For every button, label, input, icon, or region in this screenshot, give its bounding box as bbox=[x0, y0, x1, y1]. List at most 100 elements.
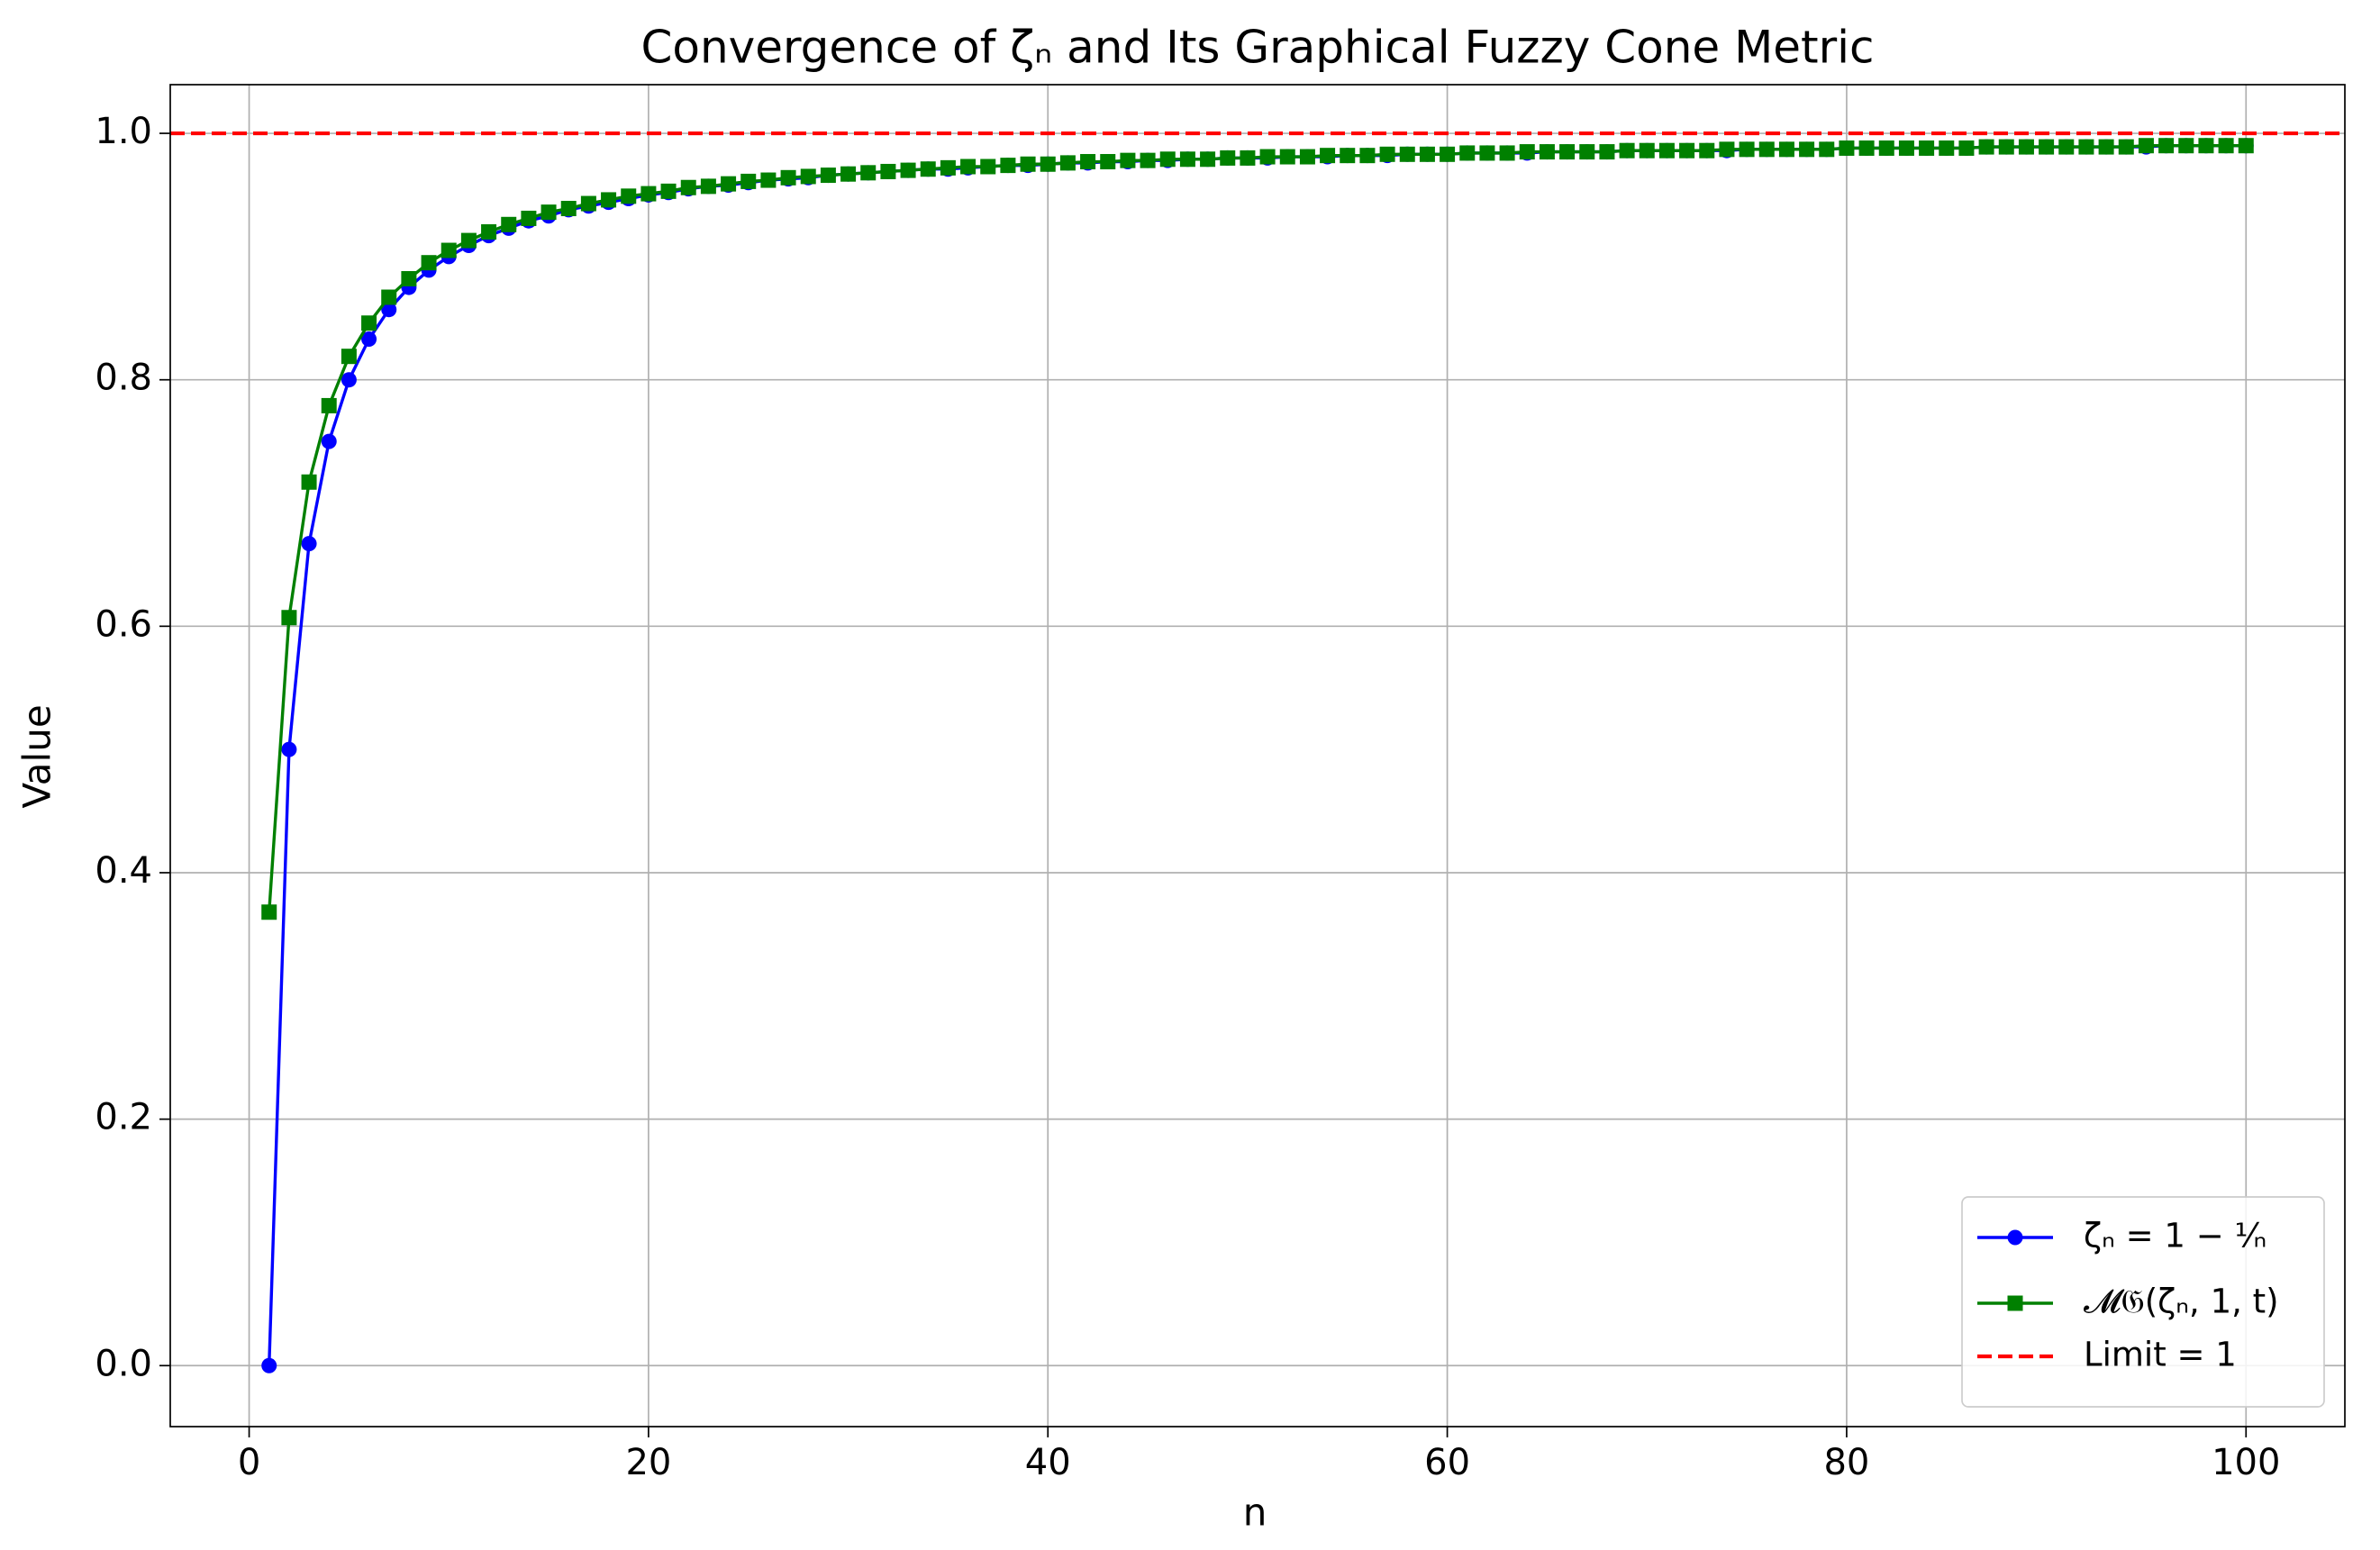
marker bbox=[1878, 140, 1894, 156]
x-tick-label: 100 bbox=[2212, 1442, 2280, 1483]
marker bbox=[1799, 141, 1815, 158]
marker bbox=[1240, 150, 1256, 166]
marker bbox=[660, 183, 677, 199]
y-tick-label: 1.0 bbox=[95, 111, 152, 152]
marker bbox=[1059, 155, 1076, 171]
marker bbox=[960, 159, 977, 175]
marker bbox=[800, 168, 816, 185]
legend-label: ζₙ = 1 − ¹⁄ₙ bbox=[2084, 1217, 2266, 1255]
marker bbox=[481, 224, 497, 240]
marker bbox=[2007, 1295, 2023, 1311]
marker bbox=[281, 610, 297, 626]
marker bbox=[2007, 1229, 2023, 1246]
x-tick-label: 0 bbox=[238, 1442, 260, 1483]
marker bbox=[1958, 140, 1975, 156]
marker bbox=[1379, 146, 1395, 162]
marker bbox=[361, 315, 377, 331]
legend-label: 𝓜𝔊(ζₙ, 1, t) bbox=[2084, 1283, 2279, 1321]
marker bbox=[341, 372, 357, 388]
marker bbox=[1719, 141, 1735, 158]
y-tick-label: 0.0 bbox=[95, 1343, 152, 1384]
marker bbox=[1000, 158, 1016, 174]
marker bbox=[1320, 148, 1336, 164]
marker bbox=[1159, 151, 1176, 168]
marker bbox=[1679, 142, 1695, 159]
marker bbox=[840, 166, 857, 182]
marker bbox=[1998, 139, 2014, 155]
marker bbox=[2018, 139, 2034, 155]
series-line bbox=[268, 144, 2247, 912]
y-axis-label: Value bbox=[15, 704, 59, 808]
marker bbox=[1359, 148, 1376, 164]
marker bbox=[1200, 151, 1216, 168]
marker bbox=[1080, 154, 1096, 170]
marker bbox=[1120, 152, 1136, 168]
chart-title: Convergence of ζₙ and Its Graphical Fuzz… bbox=[640, 22, 1874, 74]
marker bbox=[1778, 141, 1794, 158]
marker bbox=[1758, 141, 1775, 158]
marker bbox=[301, 536, 317, 552]
marker bbox=[1599, 144, 1615, 160]
marker bbox=[261, 904, 277, 920]
marker bbox=[2118, 139, 2134, 155]
marker bbox=[1100, 154, 1116, 170]
marker bbox=[621, 188, 637, 204]
marker bbox=[1179, 151, 1195, 168]
marker bbox=[740, 173, 757, 189]
marker bbox=[920, 161, 936, 177]
marker bbox=[1699, 142, 1715, 159]
marker bbox=[900, 162, 916, 178]
y-tick-label: 0.4 bbox=[95, 850, 152, 892]
marker bbox=[760, 172, 777, 188]
marker bbox=[1440, 146, 1456, 162]
marker bbox=[2058, 139, 2075, 155]
marker bbox=[721, 176, 737, 192]
marker bbox=[1499, 145, 1515, 161]
marker bbox=[1739, 141, 1755, 158]
marker bbox=[2178, 138, 2194, 154]
marker bbox=[1639, 142, 1655, 159]
marker bbox=[2039, 139, 2055, 155]
marker bbox=[560, 201, 577, 217]
plot-frame bbox=[169, 84, 2346, 1428]
marker bbox=[2098, 139, 2114, 155]
marker bbox=[1579, 144, 1595, 160]
marker bbox=[281, 741, 297, 757]
marker bbox=[2158, 138, 2175, 154]
marker bbox=[780, 169, 796, 186]
marker bbox=[1340, 148, 1356, 164]
x-tick-label: 40 bbox=[1025, 1442, 1071, 1483]
x-tick-label: 20 bbox=[625, 1442, 671, 1483]
marker bbox=[2238, 138, 2254, 154]
marker bbox=[321, 397, 337, 413]
marker bbox=[381, 302, 397, 318]
marker bbox=[321, 433, 337, 449]
marker bbox=[860, 165, 877, 181]
marker bbox=[1978, 139, 1994, 155]
marker bbox=[501, 216, 517, 232]
marker bbox=[601, 192, 617, 208]
x-tick-label: 80 bbox=[1823, 1442, 1869, 1483]
marker bbox=[1819, 141, 1835, 158]
y-tick-label: 0.6 bbox=[95, 603, 152, 645]
marker bbox=[341, 349, 357, 365]
marker bbox=[1479, 145, 1495, 161]
marker bbox=[1519, 144, 1535, 160]
marker bbox=[1898, 140, 1914, 156]
y-tick-label: 0.2 bbox=[95, 1097, 152, 1138]
legend: ζₙ = 1 − ¹⁄ₙ 𝓜𝔊(ζₙ, 1, t) Limit = 1 bbox=[1961, 1196, 2325, 1408]
marker bbox=[301, 474, 317, 490]
marker bbox=[1279, 149, 1295, 165]
marker bbox=[1919, 140, 1935, 156]
legend-box bbox=[1961, 1196, 2325, 1408]
marker bbox=[2078, 139, 2094, 155]
marker bbox=[381, 289, 397, 305]
marker bbox=[1020, 156, 1036, 172]
marker bbox=[401, 270, 417, 286]
marker bbox=[1040, 156, 1056, 172]
x-tick-label: 60 bbox=[1424, 1442, 1470, 1483]
x-axis-label: n bbox=[1243, 1491, 1267, 1535]
marker bbox=[521, 210, 537, 226]
marker bbox=[680, 179, 696, 195]
